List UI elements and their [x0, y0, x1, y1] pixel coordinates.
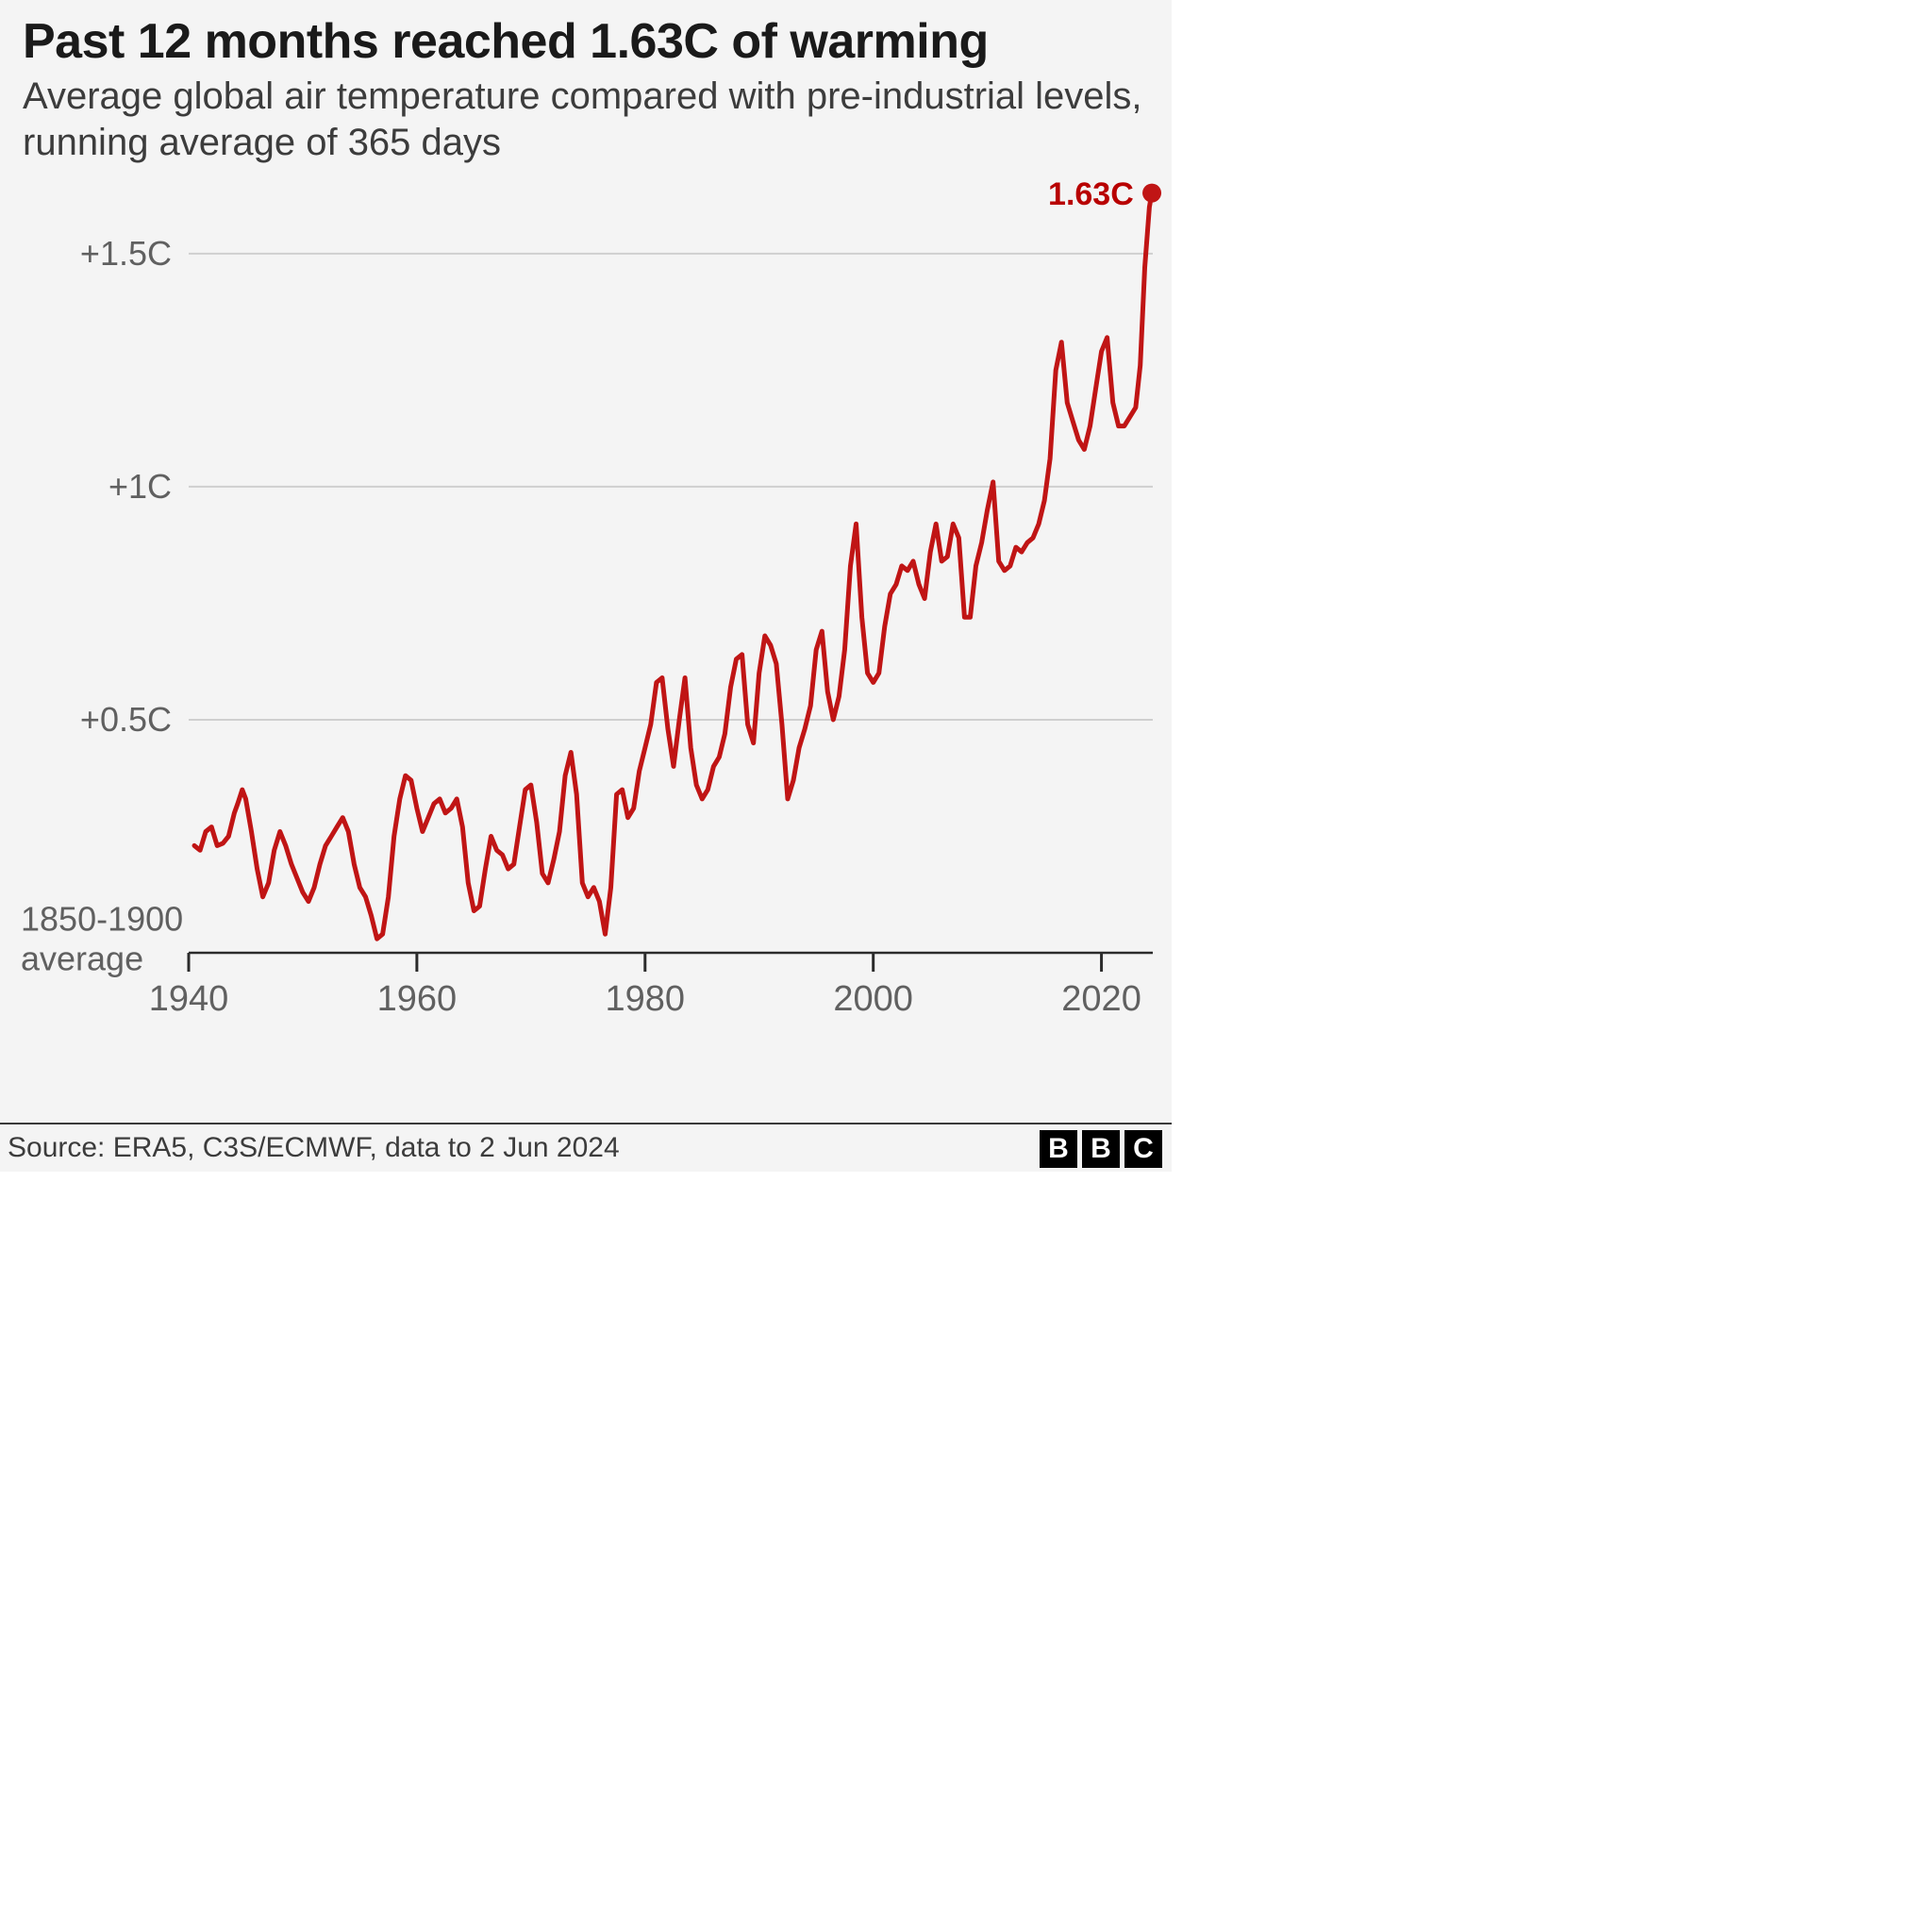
bbc-logo-block-2: B	[1082, 1130, 1120, 1168]
source-text: Source: ERA5, C3S/ECMWF, data to 2 Jun 2…	[8, 1132, 620, 1164]
baseline-label-line1: 1850-1900	[21, 900, 183, 939]
y-tick-1p0: +1C	[108, 467, 172, 507]
chart-footer: Source: ERA5, C3S/ECMWF, data to 2 Jun 2…	[0, 1123, 1172, 1172]
bbc-logo-block-1: B	[1040, 1130, 1077, 1168]
y-tick-0p5: +0.5C	[80, 700, 172, 740]
x-tick-1980: 1980	[606, 979, 686, 1020]
endpoint-label: 1.63C	[1048, 176, 1134, 213]
chart-subtitle: Average global air temperature compared …	[23, 74, 1149, 166]
x-tick-1940: 1940	[149, 979, 229, 1020]
chart-title: Past 12 months reached 1.63C of warming	[23, 13, 989, 70]
x-tick-2020: 2020	[1061, 979, 1141, 1020]
x-tick-2000: 2000	[833, 979, 913, 1020]
bbc-logo: B B C	[1040, 1130, 1162, 1168]
baseline-label: 1850-1900 average	[21, 900, 183, 978]
y-tick-1p5: +1.5C	[80, 234, 172, 274]
plot-area: +1.5C +1C +0.5C 1850-1900 average 1940 1…	[0, 160, 1172, 1075]
chart-card: Past 12 months reached 1.63C of warming …	[0, 0, 1172, 1172]
x-tick-1960: 1960	[377, 979, 458, 1020]
bbc-logo-block-3: C	[1124, 1130, 1162, 1168]
baseline-label-line2: average	[21, 939, 143, 977]
